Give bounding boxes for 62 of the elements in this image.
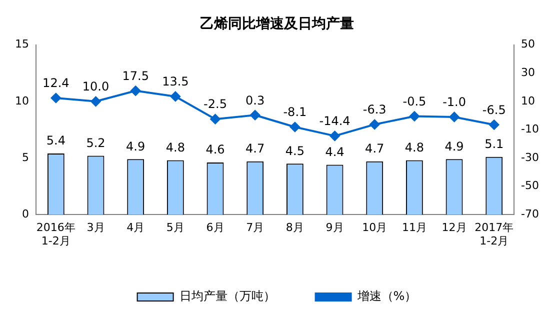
y2-tick-label: 10: [521, 94, 536, 108]
point: [330, 130, 340, 141]
x-tick-label: 6月: [206, 221, 224, 234]
data-label: 12.4: [42, 76, 70, 90]
data-label: 5.4: [46, 134, 66, 148]
data-label: 4.7: [365, 142, 384, 156]
x-tick-label: 4月: [126, 221, 145, 234]
legend-label: 增速（%）: [356, 289, 417, 304]
data-label: -6.5: [482, 102, 506, 117]
y2-tick-label: -10: [521, 122, 539, 136]
x-tick-label: 3月: [86, 221, 105, 234]
y2-tick-label: 50: [521, 38, 536, 51]
data-label: 4.5: [285, 144, 304, 158]
point: [489, 120, 500, 130]
data-label: 4.6: [206, 142, 225, 157]
data-label: -14.4: [319, 114, 350, 128]
y-tick-label: 0: [22, 207, 29, 220]
point: [290, 122, 300, 132]
point: [130, 86, 141, 96]
point: [370, 119, 380, 130]
data-label: 13.5: [162, 74, 189, 89]
chart-title: 乙烯同比增速及日均产量: [200, 15, 354, 32]
data-label: 4.4: [325, 144, 344, 159]
y-tick-label: 15: [14, 38, 29, 51]
y-tick-label: 10: [14, 94, 29, 108]
y2-tick-label: -30: [521, 150, 539, 164]
point: [250, 110, 260, 120]
data-label: 17.5: [122, 68, 149, 83]
x-tick-label: 5月: [166, 221, 184, 234]
data-label: -8.1: [283, 105, 307, 120]
y2-tick-label: -50: [521, 179, 539, 192]
data-label: 10.0: [82, 80, 110, 94]
x-tick-label: 9月: [326, 221, 344, 234]
x-tick-label: 12月: [442, 221, 467, 234]
point: [409, 111, 420, 122]
x-tick-label: 11月: [402, 221, 427, 234]
point: [210, 114, 220, 124]
data-label: -2.5: [204, 97, 227, 112]
y2-tick-label: -70: [521, 207, 539, 220]
data-label: 4.7: [246, 142, 265, 156]
data-label: -0.5: [402, 94, 426, 108]
x-tick-label: 2017年 1-2月: [474, 221, 514, 248]
data-label: 5.2: [86, 136, 106, 150]
x-tick-label: 2016年 1-2月: [36, 221, 76, 248]
y2-tick-label: 30: [521, 66, 536, 79]
data-label: -6.3: [362, 102, 386, 117]
point: [50, 93, 61, 104]
data-label: -1.0: [442, 95, 466, 110]
data-label: 4.8: [404, 140, 424, 154]
legend-label: 日均产量（万吨）: [179, 289, 276, 304]
data-label: 4.9: [126, 139, 146, 154]
data-label: 5.1: [484, 136, 504, 151]
point: [170, 91, 180, 102]
x-tick-label: 8月: [286, 221, 304, 234]
x-tick-label: 7月: [246, 221, 264, 234]
point: [449, 112, 460, 122]
y-tick-label: 5: [22, 150, 29, 164]
point: [90, 96, 101, 106]
data-label: 4.9: [444, 139, 464, 154]
data-label: 0.3: [246, 93, 265, 108]
x-tick-label: 10月: [362, 221, 388, 234]
data-label: 4.8: [166, 140, 185, 154]
